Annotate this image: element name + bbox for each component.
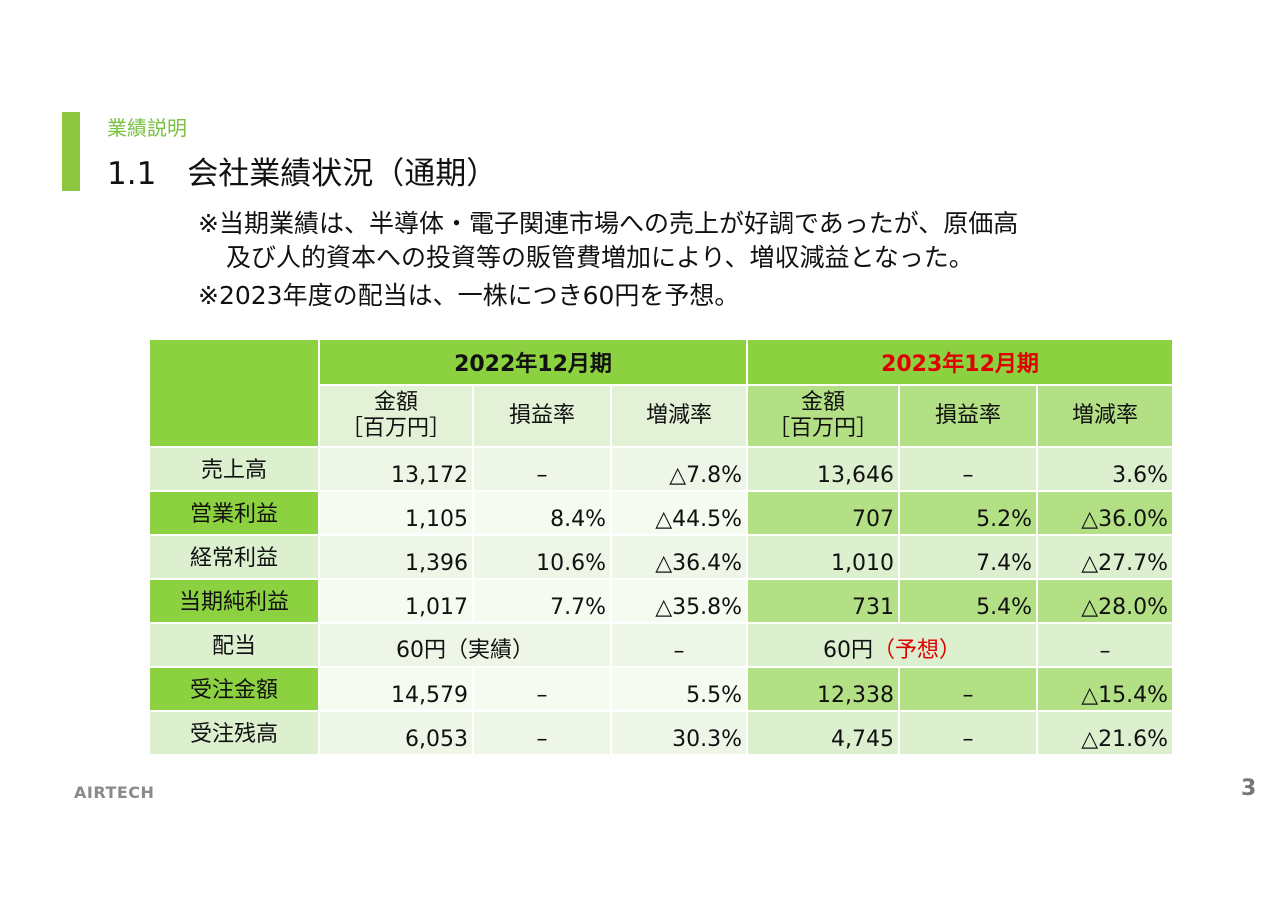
cell: △36.0%	[1038, 492, 1172, 534]
column-header: 金額 ［百万円］	[748, 386, 898, 446]
column-header: 損益率	[900, 386, 1036, 446]
column-header-line: 金額	[800, 390, 845, 415]
cell: –	[900, 448, 1036, 490]
note: ※当期業績は、半導体・電子関連市場への売上が好調であったが、原価高	[198, 209, 1019, 238]
column-header-line: 損益率	[934, 403, 1001, 428]
cell: △7.8%	[612, 448, 746, 490]
row-label: 受注残高	[150, 712, 318, 754]
data-row: 配当 60円（実績） –60円（予想） –	[150, 624, 1172, 666]
cell: 5.4%	[900, 580, 1036, 622]
row-label: 売上高	[150, 448, 318, 490]
cell: △28.0%	[1038, 580, 1172, 622]
column-header-line: 増減率	[645, 403, 712, 428]
column-header-line: ［百万円］	[767, 416, 878, 441]
cell: –	[474, 448, 610, 490]
cell: 8.4%	[474, 492, 610, 534]
cell: 60円（実績）	[320, 624, 610, 666]
cell: 731	[748, 580, 898, 622]
row-label: 経常利益	[150, 536, 318, 578]
note: 及び人的資本への投資等の販管費増加により、増収減益となった。	[226, 243, 974, 272]
column-header: 金額 ［百万円］	[320, 386, 472, 446]
group-header: 2023年12月期	[748, 340, 1172, 384]
cell: –	[474, 668, 610, 710]
cell: 1,010	[748, 536, 898, 578]
column-header: 増減率	[612, 386, 746, 446]
data-row: 売上高 13,172– △7.8% 13,646–3.6%	[150, 448, 1172, 490]
logo: AIRTECH	[74, 783, 155, 802]
cell: 7.7%	[474, 580, 610, 622]
column-header-line: ［百万円］	[340, 416, 451, 441]
row-label: 受注金額	[150, 668, 318, 710]
header-row: 金額 ［百万円］ 損益率 増減率 金額 ［百万円］ 損益率 増減率	[150, 386, 1172, 446]
corner-cell	[150, 340, 318, 446]
cell: 14,579	[320, 668, 472, 710]
table-body: 2022年12月期 2023年12月期 金額 ［百万円］ 損益率 増減率 金額 ［百万円］ 損益…	[150, 340, 1172, 754]
cell: 10.6%	[474, 536, 610, 578]
cell: △35.8%	[612, 580, 746, 622]
cell: –	[900, 712, 1036, 754]
column-header: 増減率	[1038, 386, 1172, 446]
cell: △44.5%	[612, 492, 746, 534]
section-label: 業績説明	[107, 116, 187, 140]
column-header-line: 損益率	[508, 403, 575, 428]
group-header: 2022年12月期	[320, 340, 746, 384]
cell: 1,105	[320, 492, 472, 534]
cell: △21.6%	[1038, 712, 1172, 754]
column-header-line: 金額	[373, 390, 418, 415]
cell: –	[900, 668, 1036, 710]
page-number: 3	[1241, 776, 1257, 801]
column-header: 損益率	[474, 386, 610, 446]
row-label: 当期純利益	[150, 580, 318, 622]
cell-text: 60円	[822, 638, 873, 663]
cell: 60円（予想）	[748, 624, 1036, 666]
cell: 5.2%	[900, 492, 1036, 534]
cell: △15.4%	[1038, 668, 1172, 710]
cell: 7.4%	[900, 536, 1036, 578]
data-row: 当期純利益 1,017 7.7% △35.8% 731 5.4% △28.0%	[150, 580, 1172, 622]
slide-title: 1.1 会社業績状況（通期）	[107, 156, 498, 192]
cell: 1,017	[320, 580, 472, 622]
cell: –	[1038, 624, 1172, 666]
column-header-line: 増減率	[1071, 403, 1138, 428]
cell: 1,396	[320, 536, 472, 578]
cell: 4,745	[748, 712, 898, 754]
row-label: 配当	[150, 624, 318, 666]
header-row: 2022年12月期 2023年12月期	[150, 340, 1172, 446]
results-table: 2022年12月期 2023年12月期 金額 ［百万円］ 損益率 増減率 金額 ［百万円］ 損益…	[148, 338, 1174, 756]
row-label: 営業利益	[150, 492, 318, 534]
cell: 5.5%	[612, 668, 746, 710]
cell: 707	[748, 492, 898, 534]
data-row: 受注金額 14,579–5.5% 12,338– △15.4%	[150, 668, 1172, 710]
cell: 13,646	[748, 448, 898, 490]
cell: 6,053	[320, 712, 472, 754]
cell: 30.3%	[612, 712, 746, 754]
cell: –	[612, 624, 746, 666]
accent-bar	[62, 112, 80, 191]
cell: △27.7%	[1038, 536, 1172, 578]
cell: △36.4%	[612, 536, 746, 578]
data-row: 経常利益 1,396 10.6% △36.4% 1,010 7.4% △27.7%	[150, 536, 1172, 578]
cell-text: （予想）	[872, 638, 961, 663]
cell: 12,338	[748, 668, 898, 710]
data-row: 営業利益 1,105 8.4% △44.5% 707 5.2% △36.0%	[150, 492, 1172, 534]
cell: 13,172	[320, 448, 472, 490]
note: ※2023年度の配当は、一株につき60円を予想。	[198, 281, 740, 310]
data-row: 受注残高 6,053–30.3% 4,745– △21.6%	[150, 712, 1172, 754]
cell: –	[474, 712, 610, 754]
cell: 3.6%	[1038, 448, 1172, 490]
